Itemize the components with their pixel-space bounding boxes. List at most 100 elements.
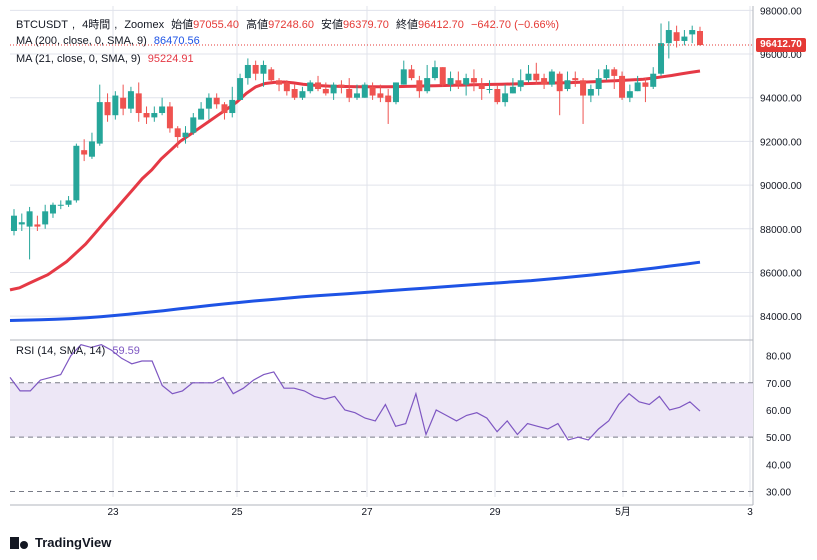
low-value: 96379.70 <box>343 19 389 31</box>
candle <box>509 78 516 94</box>
x-tick-label: 3 <box>747 507 753 518</box>
candle <box>166 102 173 133</box>
candle <box>502 84 509 107</box>
candle-body <box>354 93 360 98</box>
rsi-line <box>9 344 701 441</box>
close-label: 終値 <box>396 19 418 31</box>
candle <box>291 84 298 100</box>
candle-body <box>587 89 594 96</box>
candle-body <box>57 204 64 206</box>
tradingview-logo-icon <box>10 536 30 549</box>
candle <box>88 132 95 159</box>
candle <box>392 82 399 105</box>
candle-body <box>494 89 501 103</box>
candle-body <box>509 86 516 94</box>
candle-body <box>665 30 672 44</box>
candle-body <box>525 73 532 81</box>
candle-body <box>361 84 368 98</box>
x-tick-label: 29 <box>489 507 501 518</box>
candle <box>626 84 633 103</box>
tradingview-logo[interactable]: TradingView <box>10 535 111 550</box>
candle <box>120 84 127 116</box>
candle <box>299 86 306 100</box>
candle <box>463 73 470 96</box>
candle-body <box>580 80 587 96</box>
candle-body <box>18 222 25 225</box>
ma200-legend: MA (200, close, 0, SMA, 9) 86470.56 <box>16 35 204 47</box>
candle <box>400 60 407 85</box>
candle-body <box>283 82 290 92</box>
candle-body <box>564 80 571 89</box>
candle <box>455 71 462 89</box>
price-y-tick-label: 84000.00 <box>760 312 802 323</box>
rsi-value: 59.59 <box>112 345 140 357</box>
candle <box>650 67 657 89</box>
candle <box>34 215 41 231</box>
exchange-label: Zoomex <box>124 19 165 31</box>
ma200-label: MA (200, close, 0, SMA, 9) <box>16 35 147 47</box>
rsi-y-tick-label: 80.00 <box>766 352 791 363</box>
high-label: 高値 <box>246 19 269 31</box>
candle <box>665 21 672 59</box>
candle-body <box>159 106 166 114</box>
candle <box>478 78 485 100</box>
rsi-y-tick-label: 40.00 <box>766 460 791 471</box>
candle-body <box>611 69 618 76</box>
last-price-tag: 96412.70 <box>756 38 806 53</box>
candle-body <box>135 93 142 114</box>
candle <box>533 62 540 85</box>
candle <box>135 82 142 122</box>
candle-body <box>244 64 251 79</box>
candle-body <box>424 78 431 92</box>
candle-body <box>673 32 680 41</box>
candle <box>361 82 368 98</box>
candle <box>127 86 134 114</box>
candle-body <box>658 43 665 74</box>
candle-body <box>120 97 127 109</box>
candle <box>213 93 220 109</box>
candle <box>580 78 587 124</box>
candle-body <box>26 211 33 227</box>
candle <box>190 113 197 135</box>
candle-body <box>385 95 392 103</box>
price-y-tick-label: 86000.00 <box>760 268 802 279</box>
candle <box>681 30 688 46</box>
candle <box>408 64 415 81</box>
candle-body <box>463 78 470 85</box>
price-y-tick-label: 92000.00 <box>760 137 802 148</box>
candle-body <box>252 64 259 74</box>
candle <box>587 84 594 103</box>
candle <box>112 91 119 120</box>
candle-body <box>377 93 384 98</box>
candle-body <box>322 89 329 94</box>
candle <box>377 84 384 103</box>
candle <box>447 71 454 92</box>
candle-body <box>400 69 407 85</box>
candle <box>307 80 314 94</box>
x-tick-label: 27 <box>361 507 373 518</box>
interval-label: 4時間 <box>82 19 111 31</box>
candle <box>611 67 618 89</box>
candle <box>494 84 501 105</box>
candle <box>182 126 189 144</box>
candle-body <box>276 80 283 85</box>
candle <box>26 206 33 260</box>
candle-body <box>478 84 485 89</box>
candle <box>556 71 563 116</box>
candle-body <box>517 80 524 87</box>
candle-body <box>166 106 173 129</box>
candle <box>470 69 477 92</box>
candle-body <box>88 141 95 157</box>
candle <box>81 139 88 162</box>
candle-body <box>307 82 314 92</box>
ma200-line <box>9 260 701 322</box>
x-tick-label: 5月 <box>615 506 631 518</box>
price-y-tick-label: 90000.00 <box>760 181 802 192</box>
candle-body <box>533 73 540 81</box>
candle-body <box>81 150 88 155</box>
candle <box>525 64 532 83</box>
x-tick-label: 23 <box>107 507 119 518</box>
candle-body <box>681 36 688 41</box>
candle <box>346 78 353 103</box>
